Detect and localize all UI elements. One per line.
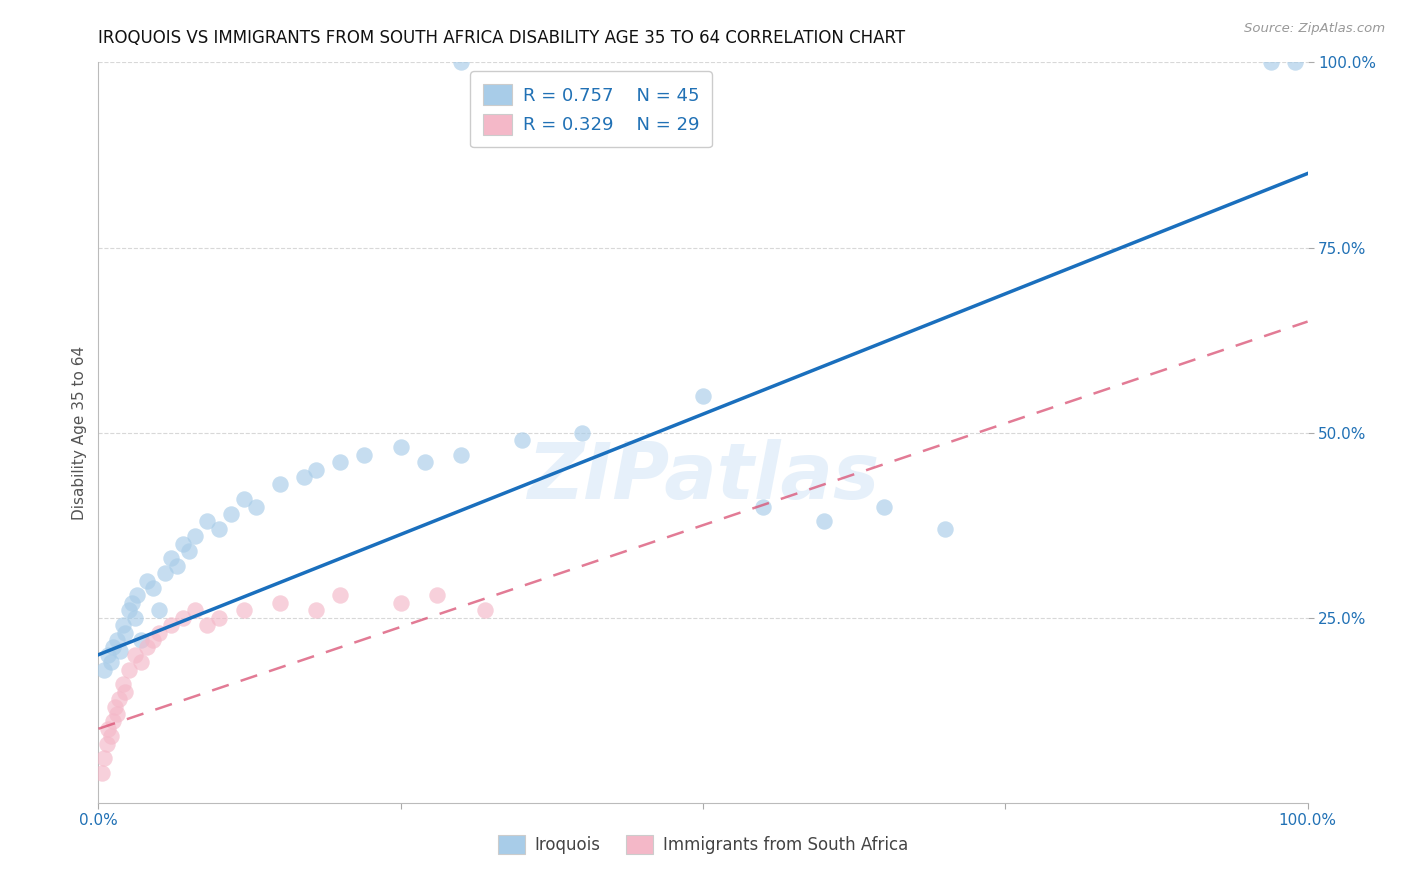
Point [389, 596, 412, 610]
Point [111, 618, 134, 632]
Point [752, 500, 775, 514]
Point [353, 448, 375, 462]
Point [127, 589, 149, 603]
Text: IROQUOIS VS IMMIGRANTS FROM SOUTH AFRICA DISABILITY AGE 35 TO 64 CORRELATION CHA: IROQUOIS VS IMMIGRANTS FROM SOUTH AFRICA… [98, 29, 905, 47]
Point [124, 648, 146, 662]
Point [91, 766, 114, 780]
Point [450, 55, 472, 70]
Point [571, 425, 593, 440]
Point [1260, 55, 1282, 70]
Text: Source: ZipAtlas.com: Source: ZipAtlas.com [1244, 22, 1385, 36]
Point [245, 500, 267, 514]
Point [172, 536, 194, 550]
Point [1284, 55, 1306, 70]
Point [160, 618, 183, 632]
Point [873, 500, 896, 514]
Y-axis label: Disability Age 35 to 64: Disability Age 35 to 64 [72, 345, 87, 520]
Point [100, 729, 122, 743]
Point [118, 663, 141, 677]
Point [104, 699, 127, 714]
Point [232, 603, 254, 617]
Point [121, 596, 143, 610]
Point [100, 655, 122, 669]
Point [184, 529, 207, 543]
Point [135, 574, 157, 588]
Point [292, 470, 315, 484]
Point [111, 677, 134, 691]
Point [208, 610, 231, 624]
Point [510, 433, 533, 447]
Point [93, 751, 115, 765]
Point [184, 603, 207, 617]
Point [208, 522, 231, 536]
Point [172, 610, 194, 624]
Point [329, 455, 352, 469]
Point [108, 644, 131, 658]
Point [105, 706, 128, 721]
Point [232, 492, 254, 507]
Point [142, 632, 165, 647]
Point [93, 663, 115, 677]
Point [96, 737, 118, 751]
Point [692, 388, 714, 402]
Point [166, 558, 188, 573]
Point [413, 455, 436, 469]
Point [195, 515, 218, 529]
Point [934, 522, 956, 536]
Point [129, 655, 152, 669]
Point [450, 448, 472, 462]
Point [142, 581, 165, 595]
Point [269, 477, 291, 491]
Point [153, 566, 176, 581]
Point [97, 722, 120, 736]
Point [195, 618, 218, 632]
Point [129, 632, 152, 647]
Text: ZIPatlas: ZIPatlas [527, 439, 879, 515]
Point [148, 603, 170, 617]
Point [114, 685, 136, 699]
Point [269, 596, 291, 610]
Point [101, 714, 124, 729]
Point [305, 462, 328, 476]
Point [160, 551, 183, 566]
Point [221, 507, 243, 521]
Point [101, 640, 124, 655]
Point [329, 589, 352, 603]
Point [389, 441, 412, 455]
Point [108, 692, 131, 706]
Point [105, 632, 128, 647]
Point [474, 603, 496, 617]
Point [118, 603, 141, 617]
Point [813, 515, 835, 529]
Point [124, 610, 146, 624]
Point [179, 544, 201, 558]
Point [305, 603, 328, 617]
Point [114, 625, 136, 640]
Point [148, 625, 170, 640]
Legend: Iroquois, Immigrants from South Africa: Iroquois, Immigrants from South Africa [492, 829, 914, 861]
Point [135, 640, 157, 655]
Point [97, 648, 120, 662]
Point [426, 589, 449, 603]
